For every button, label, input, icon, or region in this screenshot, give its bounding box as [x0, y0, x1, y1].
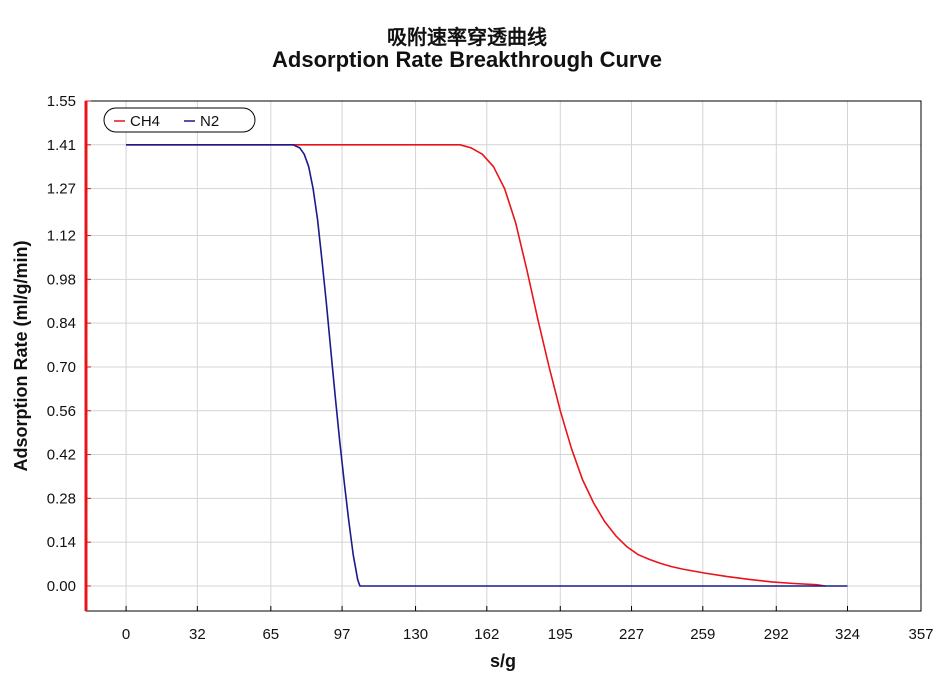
y-axis-label: Adsorption Rate (ml/g/min) [11, 241, 31, 472]
y-tick-label: 1.55 [47, 93, 76, 110]
legend-box [104, 108, 255, 132]
legend-label-n2: N2 [200, 113, 219, 130]
legend-label-ch4: CH4 [130, 113, 160, 130]
x-axis-label: s/g [490, 651, 516, 671]
chart-title: 吸附速率穿透曲线 [387, 25, 547, 49]
x-tick-label: 97 [334, 626, 351, 643]
x-tick-label: 0 [122, 626, 130, 643]
x-tick-label: 32 [189, 626, 206, 643]
y-tick-label: 1.27 [47, 181, 76, 198]
y-tick-label: 0.00 [47, 578, 76, 595]
y-tick-label: 1.41 [47, 137, 76, 154]
y-tick-label: 0.28 [47, 490, 76, 507]
x-tick-label: 292 [764, 626, 789, 643]
x-tick-label: 357 [908, 626, 933, 643]
x-tick-label: 324 [835, 626, 860, 643]
x-tick-label: 162 [474, 626, 499, 643]
x-tick-label: 65 [262, 626, 279, 643]
y-tick-label: 0.98 [47, 271, 76, 288]
legend: CH4 N2 [104, 108, 255, 132]
y-tick-label: 0.14 [47, 534, 76, 551]
x-axis-ticks: 0 32 65 97 130 162 195 227 259 292 324 357 [122, 606, 934, 643]
y-tick-label: 0.84 [47, 315, 76, 332]
y-tick-label: 0.42 [47, 447, 76, 464]
grid [86, 101, 921, 611]
x-tick-label: 259 [690, 626, 715, 643]
x-tick-label: 227 [619, 626, 644, 643]
y-tick-label: 0.56 [47, 403, 76, 420]
x-tick-label: 195 [548, 626, 573, 643]
plot-frame [86, 101, 921, 611]
x-tick-label: 130 [403, 626, 428, 643]
chart-subtitle: Adsorption Rate Breakthrough Curve [272, 47, 662, 72]
series-line-ch4 [126, 145, 825, 586]
y-tick-label: 1.12 [47, 228, 76, 245]
y-tick-label: 0.70 [47, 359, 76, 376]
y-axis-ticks: 1.55 1.41 1.27 1.12 0.98 0.84 0.70 0.56 0.42 0.28… [47, 93, 91, 595]
plot-area-border [86, 101, 921, 611]
